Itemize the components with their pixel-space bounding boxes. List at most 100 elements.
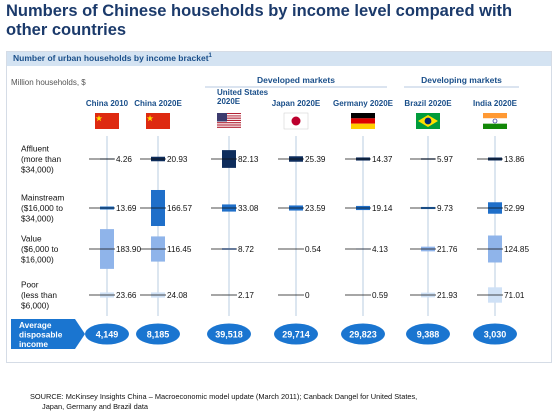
- value-label-poor-2: 2.17: [238, 291, 254, 300]
- flag-stripe: [217, 113, 241, 115]
- chart-subtitle-text: Number of urban households by income bra…: [13, 53, 209, 63]
- flag-chakra: [492, 118, 498, 124]
- value-label-affluent-4: 14.37: [372, 155, 393, 164]
- avg-income-value-4: 29,823: [349, 330, 377, 340]
- row-label-affluent-line-0: Affluent: [21, 144, 50, 154]
- source-note: SOURCE: McKinsey Insights China – Macroe…: [30, 392, 550, 412]
- value-label-affluent-3: 25.39: [305, 155, 326, 164]
- china-flag-icon-1: [146, 113, 170, 129]
- flag-star: [146, 115, 154, 122]
- value-label-mainstream-5: 9.73: [437, 204, 453, 213]
- value-label-poor-6: 71.01: [504, 291, 525, 300]
- japan-flag-icon-3: [283, 112, 309, 130]
- subtitle-footnote: 1: [208, 53, 212, 60]
- row-label-value-line-0: Value: [21, 234, 42, 244]
- flag-stripe: [217, 115, 241, 117]
- avg-income-label-line-0: Average: [19, 320, 52, 330]
- avg-income-value-6: 3,030: [484, 330, 507, 340]
- value-label-poor-5: 21.93: [437, 291, 458, 300]
- value-label-value-2: 8.72: [238, 245, 254, 254]
- group-label-1: Developing markets: [421, 75, 502, 85]
- avg-income-badge-5: [406, 323, 450, 345]
- row-label-mainstream-line-0: Mainstream: [21, 193, 64, 203]
- value-label-value-1: 116.45: [167, 245, 192, 254]
- value-label-affluent-5: 5.97: [437, 155, 453, 164]
- value-label-affluent-1: 20.93: [167, 155, 188, 164]
- row-label-poor-line-1: (less than: [21, 290, 57, 300]
- avg-income-badge-2: [207, 323, 251, 345]
- flag-band-black: [351, 113, 375, 119]
- column-header-0-line-0: China 2010: [86, 99, 129, 108]
- unit-label: Million households, $: [11, 78, 86, 87]
- row-label-poor-line-0: Poor: [21, 280, 39, 290]
- value-label-affluent-6: 13.86: [504, 155, 525, 164]
- row-label-value-line-2: $16,000): [21, 254, 54, 264]
- value-label-mainstream-6: 52.99: [504, 204, 525, 213]
- row-label-value-line-1: ($6,000 to: [21, 244, 59, 254]
- flag-stripe-white: [217, 114, 241, 116]
- group-label-0: Developed markets: [257, 75, 335, 85]
- brazil-flag-icon-5: [416, 113, 440, 129]
- flag-field: [146, 113, 170, 129]
- chart-frame: Number of urban households by income bra…: [6, 51, 552, 363]
- row-label-poor-line-2: $6,000): [21, 300, 49, 310]
- value-label-value-0: 183.90: [116, 245, 141, 254]
- flag-band-red: [351, 118, 375, 124]
- flag-canton: [217, 113, 227, 122]
- column-header-2-line-1: 2020E: [217, 97, 241, 106]
- avg-income-badge-1: [136, 323, 180, 345]
- value-label-mainstream-2: 33.08: [238, 204, 259, 213]
- chart-subtitle: Number of urban households by income bra…: [13, 53, 212, 63]
- value-label-mainstream-4: 19.14: [372, 204, 393, 213]
- value-label-poor-3: 0: [305, 291, 310, 300]
- germany-flag-icon-4: [351, 113, 375, 129]
- flag-stripe: [217, 117, 241, 119]
- india-flag-icon-6: [483, 113, 507, 129]
- value-label-value-3: 0.54: [305, 245, 321, 254]
- usa-flag-icon-2: [217, 113, 241, 128]
- row-label-mainstream-line-2: $34,000): [21, 213, 54, 223]
- avg-income-value-1: 8,185: [147, 330, 170, 340]
- avg-income-value-0: 4,149: [96, 330, 119, 340]
- flag-star: [95, 115, 103, 122]
- value-label-value-4: 4.13: [372, 245, 388, 254]
- avg-income-badge-4: [341, 323, 385, 345]
- row-label-affluent-line-2: $34,000): [21, 164, 54, 174]
- value-label-mainstream-3: 23.59: [305, 204, 326, 213]
- flag-band-gold: [351, 123, 375, 129]
- china-flag-icon-0: [95, 113, 119, 129]
- value-label-affluent-0: 4.26: [116, 155, 132, 164]
- income-bracket-chart: Million households, $ Developed markets De…: [11, 75, 529, 349]
- column-header-1-line-0: China 2020E: [134, 99, 182, 108]
- column-header-5-line-0: Brazil 2020E: [404, 99, 452, 108]
- flag-stripe: [217, 119, 241, 121]
- flag-stripe: [217, 124, 241, 126]
- value-label-poor-1: 24.08: [167, 291, 188, 300]
- row-label-mainstream-line-1: ($16,000 to: [21, 203, 63, 213]
- avg-income-label-line-2: income: [19, 339, 48, 349]
- value-label-poor-0: 23.66: [116, 291, 137, 300]
- flag-stripe: [217, 122, 241, 124]
- avg-income-label-line-1: disposable: [19, 329, 63, 339]
- value-label-mainstream-1: 166.57: [167, 204, 192, 213]
- flag-band-white: [483, 118, 507, 124]
- avg-income-value-2: 39,518: [215, 330, 243, 340]
- value-label-mainstream-0: 13.69: [116, 204, 137, 213]
- column-header-2-line-0: United States: [217, 88, 269, 97]
- flag-band-saffron: [483, 113, 507, 119]
- avg-income-label-ribbon: [11, 319, 85, 349]
- flag-band-green: [483, 123, 507, 129]
- value-label-poor-4: 0.59: [372, 291, 388, 300]
- chart-subtitle-bar: Number of urban households by income bra…: [7, 52, 551, 66]
- value-label-value-6: 124.85: [504, 245, 529, 254]
- source-line-1: SOURCE: McKinsey Insights China – Macroe…: [30, 392, 418, 401]
- flag-field: [95, 113, 119, 129]
- value-label-affluent-2: 82.13: [238, 155, 259, 164]
- flag-sun: [291, 116, 301, 126]
- row-label-affluent-line-1: (more than: [21, 154, 62, 164]
- column-header-6-line-0: India 2020E: [473, 99, 518, 108]
- source-line-2: Japan, Germany and Brazil data: [42, 402, 148, 411]
- value-label-value-5: 21.76: [437, 245, 458, 254]
- column-header-4-line-0: Germany 2020E: [333, 99, 394, 108]
- avg-income-value-3: 29,714: [282, 330, 310, 340]
